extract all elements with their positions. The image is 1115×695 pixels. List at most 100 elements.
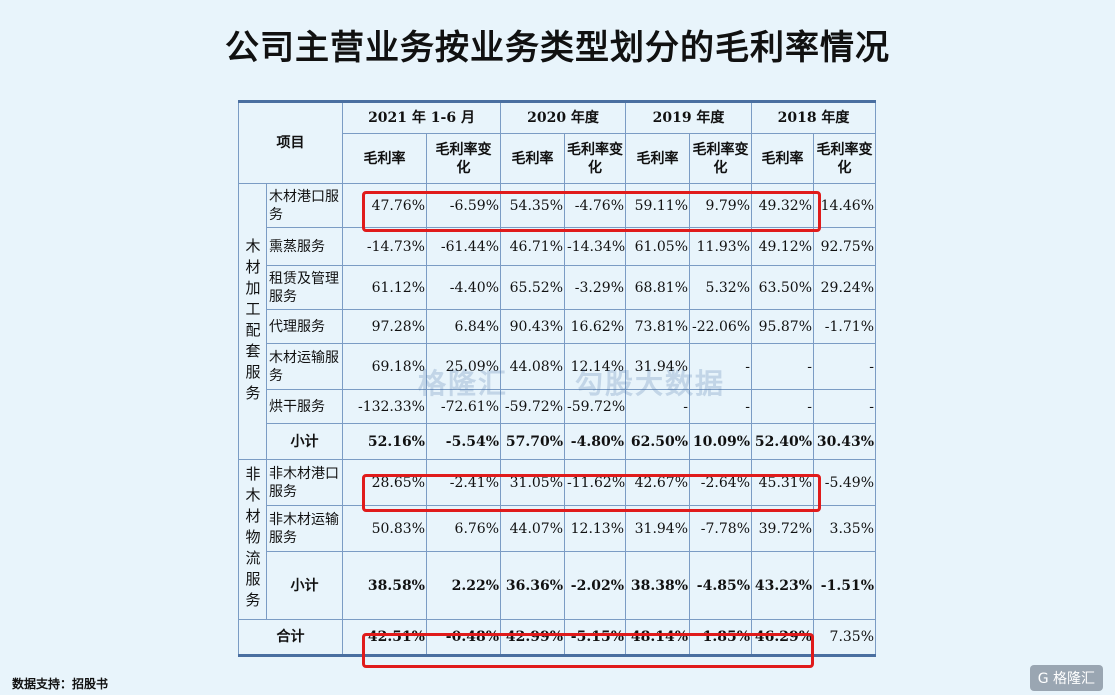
header-period: 2020 年度 bbox=[500, 101, 627, 134]
row-item-label: 木材运输服务 bbox=[266, 343, 343, 390]
group-label: 木材加工配套服务 bbox=[238, 183, 267, 460]
header-item: 项目 bbox=[238, 101, 343, 184]
data-source-note: 数据支持：招股书 bbox=[12, 677, 109, 691]
brand-logo: G 格隆汇 bbox=[1029, 665, 1103, 691]
value-cell: 14.46% bbox=[813, 183, 877, 228]
header-margin: 毛利率 bbox=[342, 133, 427, 184]
subtotal-row: 小计 38.58% 2.22% 36.36% -2.02% 38.38% -4.85% 43.… bbox=[239, 551, 877, 620]
value-cell: 49.12% bbox=[751, 227, 815, 266]
value-cell: -132.33% bbox=[342, 389, 427, 424]
subtotal-value-cell: 30.43% bbox=[813, 423, 877, 460]
header-margin: 毛利率 bbox=[625, 133, 691, 184]
value-cell: 97.28% bbox=[342, 309, 427, 344]
value-cell: 12.13% bbox=[564, 505, 627, 552]
value-cell: 68.81% bbox=[625, 265, 691, 310]
subtotal-value-cell: 57.70% bbox=[500, 423, 566, 460]
value-cell: -4.40% bbox=[425, 265, 502, 310]
subtotal-value-cell: -5.54% bbox=[425, 423, 502, 460]
value-cell: 47.76% bbox=[342, 183, 427, 228]
header-row-periods: 项目 2021 年 1-6 月 2020 年度 2019 年度 2018 年度 bbox=[238, 101, 877, 184]
row-item-label: 代理服务 bbox=[266, 309, 343, 344]
value-cell: -14.34% bbox=[564, 227, 627, 266]
header-margin-change: 毛利率变化 bbox=[813, 133, 877, 184]
value-cell: 28.65% bbox=[342, 459, 427, 506]
row-item-label: 木材港口服务 bbox=[266, 183, 343, 228]
value-cell: 3.35% bbox=[813, 505, 877, 552]
value-cell: -11.62% bbox=[564, 459, 627, 506]
value-cell: -22.06% bbox=[689, 309, 753, 344]
value-cell: 46.71% bbox=[500, 227, 566, 266]
total-value-cell: 7.35% bbox=[813, 619, 877, 656]
header-margin: 毛利率 bbox=[751, 133, 815, 184]
value-cell: 29.24% bbox=[813, 265, 877, 310]
value-cell: 54.35% bbox=[500, 183, 566, 228]
value-cell: 63.50% bbox=[751, 265, 815, 310]
subtotal-value-cell: 10.09% bbox=[689, 423, 753, 460]
value-cell: -59.72% bbox=[564, 389, 627, 424]
watermark-left: 格隆汇 bbox=[418, 367, 509, 400]
group-label: 非木材物流服务 bbox=[238, 459, 267, 620]
highlight-box-non-wood-port bbox=[362, 474, 821, 512]
value-cell: 45.31% bbox=[751, 459, 815, 506]
row-item-label: 烘干服务 bbox=[266, 389, 343, 424]
subtotal-value-cell: -4.80% bbox=[564, 423, 627, 460]
header-period: 2019 年度 bbox=[625, 101, 753, 134]
value-cell: 44.08% bbox=[500, 343, 566, 390]
value-cell: -3.29% bbox=[564, 265, 627, 310]
value-cell: 25.09% bbox=[425, 343, 502, 390]
value-cell: 39.72% bbox=[751, 505, 815, 552]
value-cell: 61.12% bbox=[342, 265, 427, 310]
value-cell: -4.76% bbox=[564, 183, 627, 228]
highlight-box-total bbox=[362, 633, 814, 668]
value-cell: - bbox=[813, 343, 877, 390]
value-cell: 9.79% bbox=[689, 183, 753, 228]
value-cell: 59.11% bbox=[625, 183, 691, 228]
subtotal-value-cell: 38.38% bbox=[625, 551, 691, 620]
total-label: 合计 bbox=[238, 619, 343, 656]
table-row: 代理服务 97.28% 6.84% 90.43% 16.62% 73.81% -22.06%… bbox=[239, 309, 877, 344]
page-title: 公司主营业务按业务类型划分的毛利率情况 bbox=[225, 28, 890, 68]
value-cell: -72.61% bbox=[425, 389, 502, 424]
value-cell: 92.75% bbox=[813, 227, 877, 266]
table-row: 租赁及管理服务 61.12% -4.40% 65.52% -3.29% 68.81% 5.3… bbox=[239, 265, 877, 310]
value-cell: 31.94% bbox=[625, 505, 691, 552]
total-value-cell: 1.85% bbox=[689, 619, 753, 656]
subtotal-value-cell: -4.85% bbox=[689, 551, 753, 620]
value-cell: -2.41% bbox=[425, 459, 502, 506]
watermark-right: 勾股大数据 bbox=[575, 367, 726, 400]
header-margin: 毛利率 bbox=[500, 133, 566, 184]
value-cell: - bbox=[813, 389, 877, 424]
value-cell: -6.59% bbox=[425, 183, 502, 228]
subtotal-value-cell: 43.23% bbox=[751, 551, 815, 620]
header-margin-change: 毛利率变化 bbox=[425, 133, 502, 184]
table-row: 非木材运输服务 50.83% 6.76% 44.07% 12.13% 31.94% -7.7… bbox=[239, 505, 877, 552]
margin-table-container: 项目 2021 年 1-6 月 2020 年度 2019 年度 2018 年度 … bbox=[238, 100, 877, 670]
subtotal-value-cell: -1.51% bbox=[813, 551, 877, 620]
value-cell: 95.87% bbox=[751, 309, 815, 344]
header-margin-change: 毛利率变化 bbox=[689, 133, 753, 184]
subtotal-row: 小计 52.16% -5.54% 57.70% -4.80% 62.50% 10.09% 52… bbox=[239, 423, 877, 460]
row-item-label: 非木材港口服务 bbox=[266, 459, 343, 506]
table-row: 木材加工配套服务 木材港口服务 47.76% -6.59% 54.35% -4.76% 59… bbox=[238, 183, 877, 460]
value-cell: -14.73% bbox=[342, 227, 427, 266]
header-row-metrics: 毛利率 毛利率变化 毛利率 毛利率变化 毛利率 毛利率变化 毛利率 毛利率变化 bbox=[239, 133, 877, 184]
subtotal-value-cell: 52.40% bbox=[751, 423, 815, 460]
subtotal-value-cell: 36.36% bbox=[500, 551, 566, 620]
table-row: 非木材物流服务 非木材港口服务 28.65% -2.41% 31.05% -11.62% 4… bbox=[238, 459, 877, 620]
row-item-label: 非木材运输服务 bbox=[266, 505, 343, 552]
value-cell: 50.83% bbox=[342, 505, 427, 552]
gross-margin-table: 项目 2021 年 1-6 月 2020 年度 2019 年度 2018 年度 … bbox=[238, 100, 877, 657]
value-cell: 73.81% bbox=[625, 309, 691, 344]
table-row: 烘干服务 -132.33% -72.61% -59.72% -59.72% - - - - bbox=[239, 389, 877, 424]
subtotal-value-cell: -2.02% bbox=[564, 551, 627, 620]
value-cell: 61.05% bbox=[625, 227, 691, 266]
value-cell: 65.52% bbox=[500, 265, 566, 310]
value-cell: 11.93% bbox=[689, 227, 753, 266]
header-period: 2021 年 1-6 月 bbox=[341, 101, 502, 134]
value-cell: 69.18% bbox=[342, 343, 427, 390]
value-cell: -59.72% bbox=[500, 389, 566, 424]
value-cell: 6.76% bbox=[425, 505, 502, 552]
row-item-label: 租赁及管理服务 bbox=[266, 265, 343, 310]
subtotal-value-cell: 52.16% bbox=[342, 423, 427, 460]
subtotal-value-cell: 2.22% bbox=[425, 551, 502, 620]
